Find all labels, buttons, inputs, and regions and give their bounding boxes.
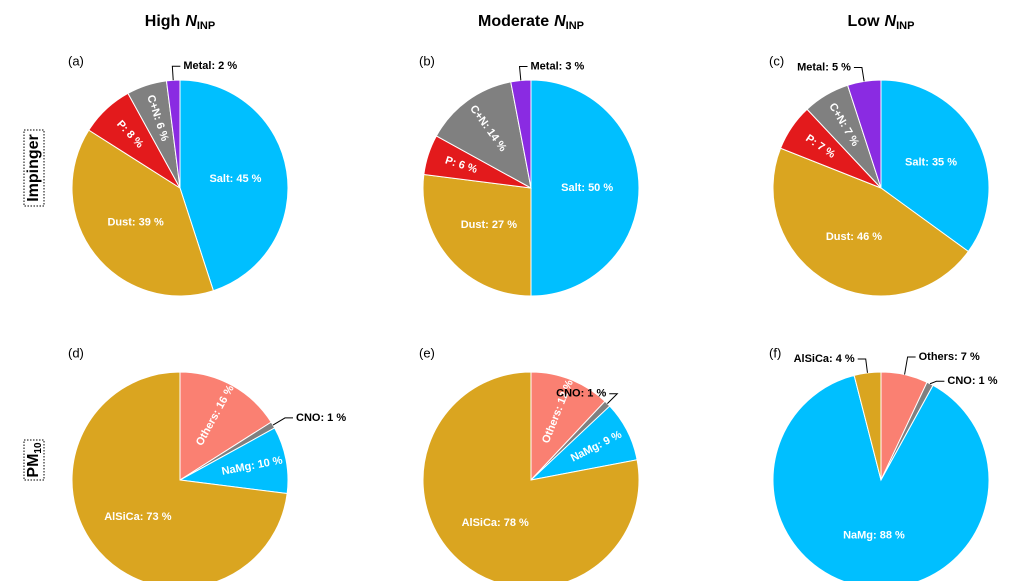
panel-label: (b)	[419, 53, 435, 68]
pie-slice	[71, 371, 288, 581]
pie-slice	[772, 147, 970, 297]
slice-label: Salt: 45 %	[209, 173, 261, 185]
pie-slice	[510, 79, 532, 189]
row-label-subscript: 10	[33, 442, 44, 454]
slice-label: Dust: 39 %	[107, 216, 163, 228]
slice-label: Salt: 35 %	[905, 156, 957, 168]
pie-slice	[422, 173, 532, 297]
slice-label: AlSiCa: 78 %	[462, 517, 529, 529]
slice-label: AlSiCa: 73 %	[104, 511, 171, 523]
panel-label: (f)	[769, 345, 781, 360]
slice-label: Dust: 27 %	[461, 219, 517, 231]
slice-label: Metal: 2 %	[183, 60, 237, 72]
row-label-box	[23, 129, 45, 207]
panel-label: (c)	[769, 53, 784, 68]
slice-label: Dust: 46 %	[826, 231, 882, 243]
leader-line	[929, 380, 945, 385]
slice-label: CNO: 1 %	[556, 388, 606, 400]
leader-line	[171, 65, 181, 81]
slice-label: Metal: 5 %	[797, 61, 851, 73]
column-title-symbol: N	[554, 13, 566, 30]
column-title-prefix: High	[145, 13, 181, 30]
leader-line	[904, 356, 916, 375]
pie-slice	[179, 371, 272, 481]
pie-slice	[880, 79, 990, 253]
column-title: Moderate NINP	[478, 13, 584, 32]
pie-slice	[179, 79, 289, 292]
slice-label: Salt: 50 %	[561, 182, 613, 194]
column-title-subscript: INP	[197, 20, 215, 32]
row-label: Impinger	[25, 134, 42, 202]
panel-label: (d)	[68, 345, 84, 360]
row-label-text: PM	[25, 454, 42, 478]
leader-line	[857, 358, 868, 373]
leader-line	[853, 67, 865, 82]
row-label: PM10	[25, 442, 43, 478]
column-title-subscript: INP	[566, 20, 584, 32]
pie-slice	[435, 81, 532, 189]
column-title-subscript: INP	[896, 20, 914, 32]
pie-slice	[71, 129, 215, 297]
column-title-symbol: N	[885, 13, 897, 30]
slice-label: CNO: 1 %	[947, 375, 997, 387]
column-title-prefix: Low	[848, 13, 881, 30]
slice-label: NaMg: 88 %	[843, 530, 905, 542]
slice-label: CNO: 1 %	[296, 412, 346, 424]
pie-slice	[422, 371, 640, 581]
slice-label: AlSiCa: 4 %	[794, 353, 855, 365]
leader-line	[518, 66, 528, 81]
pie-slice	[530, 79, 640, 297]
column-title: Low NINP	[848, 13, 915, 32]
leader-line	[272, 417, 294, 426]
slice-label: Metal: 3 %	[531, 60, 585, 72]
slice-label: Others: 7 %	[919, 351, 980, 363]
leader-line	[607, 393, 619, 404]
panel-label: (a)	[68, 53, 84, 68]
row-label-text: Impinger	[25, 134, 42, 202]
column-title: High NINP	[145, 13, 215, 32]
column-title-prefix: Moderate	[478, 13, 549, 30]
column-title-symbol: N	[185, 13, 197, 30]
pie-slice	[530, 371, 606, 482]
row-label-box	[23, 439, 45, 481]
panel-label: (e)	[419, 345, 435, 360]
pie-slice	[772, 374, 990, 581]
